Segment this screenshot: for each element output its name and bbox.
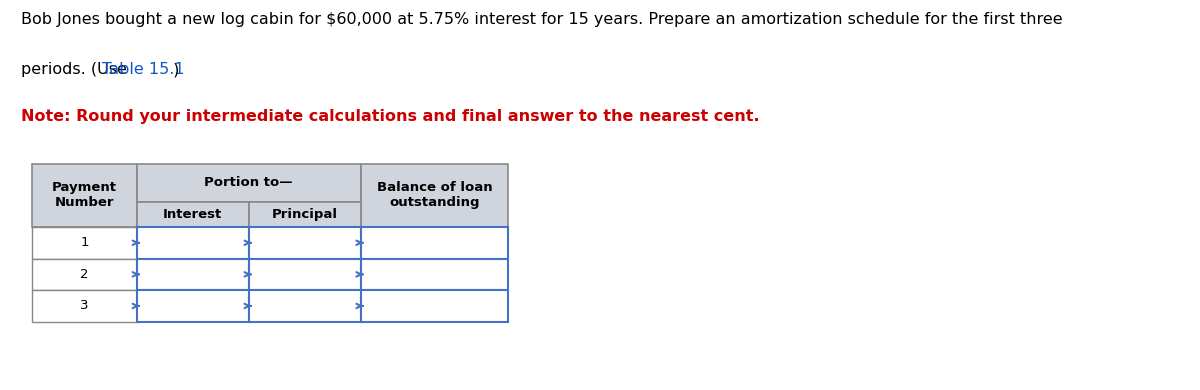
FancyBboxPatch shape xyxy=(137,259,248,290)
FancyBboxPatch shape xyxy=(248,259,360,290)
Text: Note: Round your intermediate calculations and final answer to the nearest cent.: Note: Round your intermediate calculatio… xyxy=(22,109,760,124)
Text: periods. (Use: periods. (Use xyxy=(22,62,132,77)
FancyBboxPatch shape xyxy=(360,164,508,227)
FancyBboxPatch shape xyxy=(137,164,360,202)
Text: 2: 2 xyxy=(80,268,89,281)
Text: Portion to—: Portion to— xyxy=(204,176,293,189)
FancyBboxPatch shape xyxy=(32,259,137,290)
Text: Interest: Interest xyxy=(163,208,222,221)
FancyBboxPatch shape xyxy=(32,227,137,259)
Text: Table 15.1: Table 15.1 xyxy=(102,62,185,77)
FancyBboxPatch shape xyxy=(137,227,248,259)
Text: ): ) xyxy=(168,62,179,77)
Text: Payment
Number: Payment Number xyxy=(52,181,116,209)
Text: Balance of loan
outstanding: Balance of loan outstanding xyxy=(377,181,492,209)
FancyBboxPatch shape xyxy=(360,290,508,322)
FancyBboxPatch shape xyxy=(360,259,508,290)
Text: Principal: Principal xyxy=(271,208,337,221)
FancyBboxPatch shape xyxy=(360,227,508,259)
FancyBboxPatch shape xyxy=(248,227,360,259)
FancyBboxPatch shape xyxy=(32,164,137,227)
Text: 1: 1 xyxy=(80,236,89,249)
Text: 3: 3 xyxy=(80,300,89,312)
FancyBboxPatch shape xyxy=(32,290,137,322)
Text: Bob Jones bought a new log cabin for $60,000 at 5.75% interest for 15 years. Pre: Bob Jones bought a new log cabin for $60… xyxy=(22,12,1063,27)
FancyBboxPatch shape xyxy=(137,202,248,227)
FancyBboxPatch shape xyxy=(137,290,248,322)
FancyBboxPatch shape xyxy=(248,290,360,322)
FancyBboxPatch shape xyxy=(248,202,360,227)
